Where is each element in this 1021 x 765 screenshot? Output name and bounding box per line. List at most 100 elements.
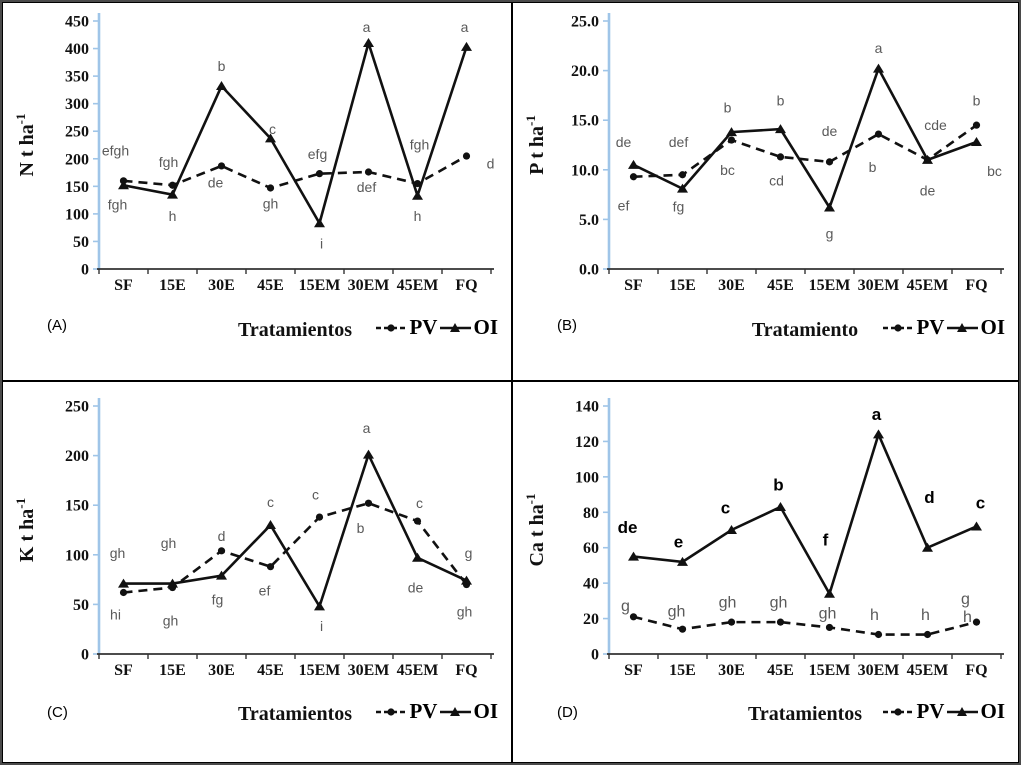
x-category-label: 30E	[718, 277, 745, 294]
significance-letter: ef	[259, 583, 271, 599]
y-tick-label: 140	[575, 399, 599, 416]
oi-point-marker	[167, 189, 178, 199]
y-tick-label: 0	[81, 262, 89, 279]
significance-letter: de	[618, 518, 638, 537]
oi-point-marker	[824, 588, 835, 598]
significance-letters: de ef def fg b bc b cd de g a b cde de b bc	[616, 40, 1002, 242]
y-axis: 0 50 100 150 200 250	[65, 398, 101, 664]
x-axis: SF 15E 30E 45E 15EM 30EM 45EM FQ	[607, 268, 1004, 294]
pv-point-marker	[776, 618, 785, 626]
oi-point-marker	[216, 570, 227, 580]
oi-point-marker	[677, 556, 688, 566]
significance-letters: efgh fgh fgh h b de c gh efg i a def fgh h a d	[102, 19, 495, 252]
panel-b: 0.0 5.0 10.0 15.0 20.0 25.0 SF 15E 30E 45E 15EM 30E…	[512, 2, 1019, 381]
significance-letter: b	[773, 476, 783, 495]
panel-d-x-axis-title: Tratamientos	[747, 703, 863, 725]
y-tick-label: 50	[73, 234, 89, 251]
y-tick-label: 200	[65, 151, 89, 168]
oi-point-marker	[677, 183, 688, 193]
panel-c-x-axis-title: Tratamientos	[237, 703, 353, 725]
panel-a-x-axis-title: Tratamientos	[237, 319, 353, 341]
significance-letter: c	[267, 494, 274, 510]
pv-point-marker	[972, 618, 981, 626]
panel-d-chart: 0 20 40 60 80 100 120 140 SF 15E 30E 45E 15EM 30EM 45E…	[513, 382, 1018, 762]
pv-point-marker	[119, 588, 128, 597]
x-category-label: FQ	[965, 662, 987, 679]
significance-letter: d	[924, 488, 934, 507]
series-OI	[118, 449, 472, 611]
y-tick-label: 15.0	[571, 113, 599, 130]
x-category-label: 15E	[159, 662, 186, 679]
pv-point-marker	[315, 170, 324, 178]
oi-point-marker	[775, 124, 786, 134]
significance-letter: a	[363, 19, 371, 35]
significance-letter: cde	[924, 117, 947, 133]
legend-label-pv: PV	[409, 699, 438, 723]
y-axis-title: K t ha-1	[13, 498, 38, 562]
legend-label-oi: OI	[473, 315, 498, 339]
y-tick-label: 100	[65, 206, 89, 223]
panel-d-legend: PV OI	[882, 699, 1005, 724]
oi-line-marker-icon	[947, 322, 979, 332]
x-axis: SF 15E 30E 45E 15EM 30EM 45EM FQ	[97, 653, 494, 679]
significance-letter: gh	[457, 603, 473, 619]
y-tick-label: 450	[65, 14, 89, 31]
x-axis: SF 15E 30E 45E 15EM 30EM 45EM FQ	[607, 653, 1004, 679]
significance-letter: i	[320, 618, 323, 634]
significance-letter: a	[875, 40, 883, 56]
pv-point-marker	[413, 179, 422, 188]
pv-point-marker	[972, 121, 981, 129]
significance-letter: bc	[987, 163, 1002, 179]
oi-line-marker-icon	[947, 706, 979, 716]
pv-point-marker	[874, 630, 883, 639]
y-axis-title: P t ha-1	[523, 115, 548, 175]
x-category-label: 45E	[767, 277, 794, 294]
pv-point-marker	[727, 136, 736, 144]
significance-letter: h	[169, 208, 177, 224]
oi-point-marker	[775, 501, 786, 511]
oi-point-marker	[922, 154, 933, 164]
significance-letter: b	[218, 58, 226, 74]
y-tick-label: 250	[65, 399, 89, 416]
pv-point-marker	[266, 563, 275, 571]
pv-line-marker-icon	[883, 323, 915, 332]
significance-letter: a	[872, 405, 882, 424]
panel-a-legend: PV OI	[375, 315, 498, 340]
series-OI	[118, 38, 472, 228]
x-category-label: 15E	[669, 662, 696, 679]
significance-letter: c	[312, 486, 319, 502]
panel-d-label: (D)	[557, 704, 578, 721]
significance-letter: fgh	[108, 197, 127, 213]
x-category-label: FQ	[455, 277, 477, 294]
y-tick-label: 80	[583, 505, 599, 522]
x-category-label: 30EM	[858, 277, 900, 294]
oi-point-marker	[873, 63, 884, 73]
legend-item-oi: OI	[946, 315, 1005, 340]
legend-label-oi: OI	[980, 699, 1005, 723]
series-PV	[629, 613, 981, 639]
y-tick-label: 200	[65, 448, 89, 465]
x-category-label: 30E	[208, 277, 235, 294]
significance-letter: e	[674, 532, 683, 551]
oi-point-marker	[412, 190, 423, 200]
significance-letter: cd	[769, 173, 784, 189]
significance-letter: a	[363, 420, 371, 436]
y-tick-label: 25.0	[571, 14, 599, 31]
significance-letter: b	[357, 520, 365, 536]
significance-letter: b	[973, 92, 981, 108]
legend-item-pv: PV	[882, 699, 944, 724]
oi-point-marker	[314, 601, 325, 611]
y-tick-label: 40	[583, 576, 599, 593]
oi-point-marker	[118, 180, 129, 190]
significance-letter: h	[963, 609, 972, 626]
oi-point-marker	[628, 159, 639, 169]
significance-letter: efg	[308, 146, 327, 162]
oi-point-marker	[922, 542, 933, 552]
significance-letter: a	[461, 19, 469, 35]
y-axis: 0 50 100 150 200 250 300 350 400 450	[65, 13, 101, 279]
chart-C-svg: 0 50 100 150 200 250 SF 15E 30E 45E 15EM 30EM 45EM FQ…	[13, 398, 494, 679]
significance-letter: f	[823, 531, 829, 550]
y-tick-label: 250	[65, 124, 89, 141]
oi-point-marker	[216, 81, 227, 91]
